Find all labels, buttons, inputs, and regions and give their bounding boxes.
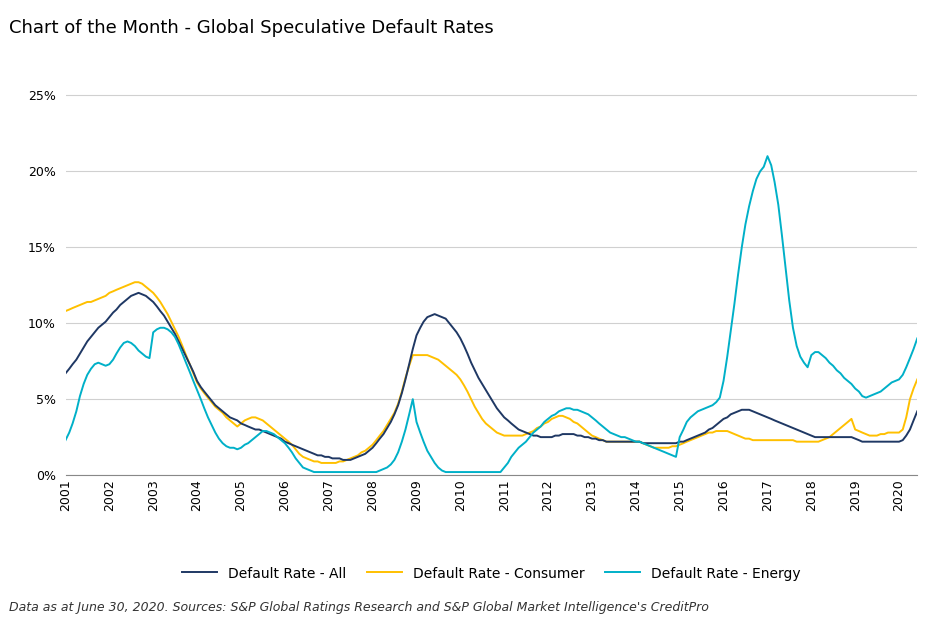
Text: Data as at June 30, 2020. Sources: S&P Global Ratings Research and S&P Global Ma: Data as at June 30, 2020. Sources: S&P G…: [9, 601, 709, 614]
Line: Default Rate - Consumer: Default Rate - Consumer: [66, 282, 917, 463]
Line: Default Rate - Energy: Default Rate - Energy: [66, 156, 917, 472]
Line: Default Rate - All: Default Rate - All: [66, 293, 917, 460]
Text: Chart of the Month - Global Speculative Default Rates: Chart of the Month - Global Speculative …: [9, 19, 494, 36]
Legend: Default Rate - All, Default Rate - Consumer, Default Rate - Energy: Default Rate - All, Default Rate - Consu…: [177, 561, 806, 586]
